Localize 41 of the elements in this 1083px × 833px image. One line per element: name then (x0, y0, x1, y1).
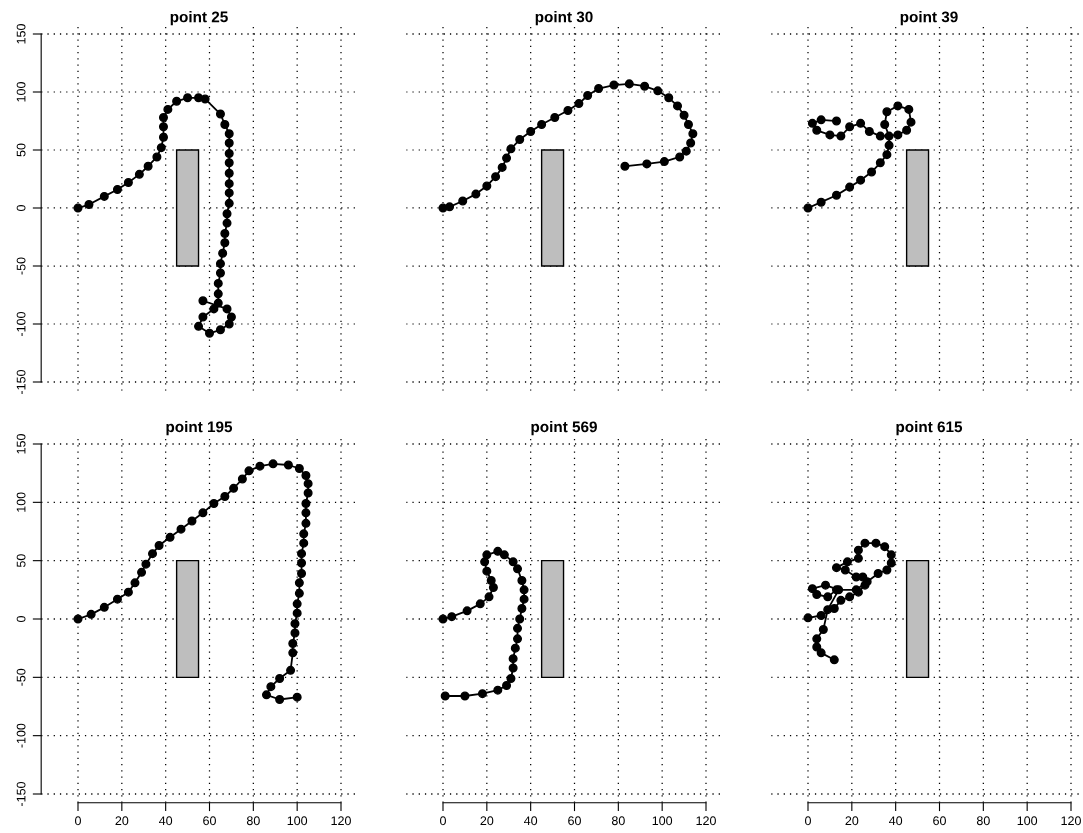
x-tick-label: 100 (652, 816, 673, 826)
x-tick-label: 0 (805, 816, 811, 826)
y-tick-label: 0 (16, 616, 26, 622)
y-tick-label: 100 (16, 82, 26, 102)
x-tick-label: 40 (889, 816, 903, 826)
y-tick-label: 150 (16, 434, 26, 454)
y-tick-label: 0 (16, 205, 26, 211)
x-tick-label: 80 (976, 816, 990, 826)
x-tick-label: 20 (115, 816, 129, 826)
y-tick-label: -100 (16, 311, 26, 336)
y-tick-label: -150 (16, 781, 26, 806)
x-tick-label: 60 (203, 816, 216, 826)
x-tick-label: 120 (1061, 816, 1081, 826)
chart-title: point 569 (531, 421, 597, 436)
y-tick-label: 50 (16, 143, 26, 157)
x-tick-label: 40 (159, 816, 173, 826)
y-tick-label: -50 (16, 257, 26, 275)
x-tick-label: 0 (440, 816, 446, 826)
chart-title: point 39 (900, 11, 958, 26)
x-tick-label: 100 (287, 816, 308, 826)
y-tick-label: 100 (16, 492, 26, 512)
x-tick-label: 20 (480, 816, 494, 826)
y-tick-label: -100 (16, 723, 26, 748)
chart-title: point 615 (896, 421, 963, 436)
x-tick-label: 80 (611, 816, 625, 826)
x-tick-label: 100 (1017, 816, 1038, 826)
y-tick-label: 50 (16, 554, 26, 568)
x-tick-label: 80 (246, 816, 260, 826)
y-tick-label: -150 (16, 369, 26, 394)
x-tick-label: 60 (933, 816, 946, 826)
chart-title: point 195 (166, 421, 233, 436)
x-tick-label: 120 (696, 816, 716, 826)
chart-title: point 30 (535, 11, 593, 26)
x-tick-label: 60 (568, 816, 581, 826)
x-tick-label: 20 (845, 816, 859, 826)
x-tick-label: 120 (331, 816, 351, 826)
y-tick-label: 150 (16, 24, 26, 44)
x-tick-label: 0 (75, 816, 81, 826)
chart-title: point 25 (170, 11, 228, 26)
x-tick-label: 40 (524, 816, 538, 826)
y-tick-label: -50 (16, 668, 26, 686)
